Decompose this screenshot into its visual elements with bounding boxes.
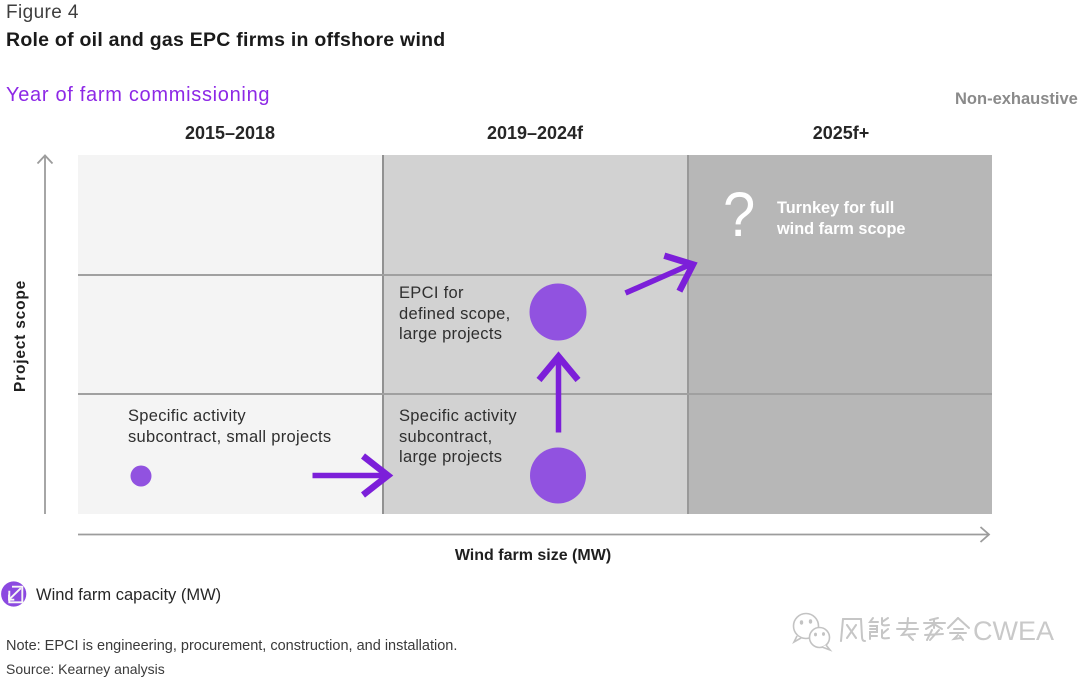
- svg-text:CWEA: CWEA: [973, 616, 1054, 646]
